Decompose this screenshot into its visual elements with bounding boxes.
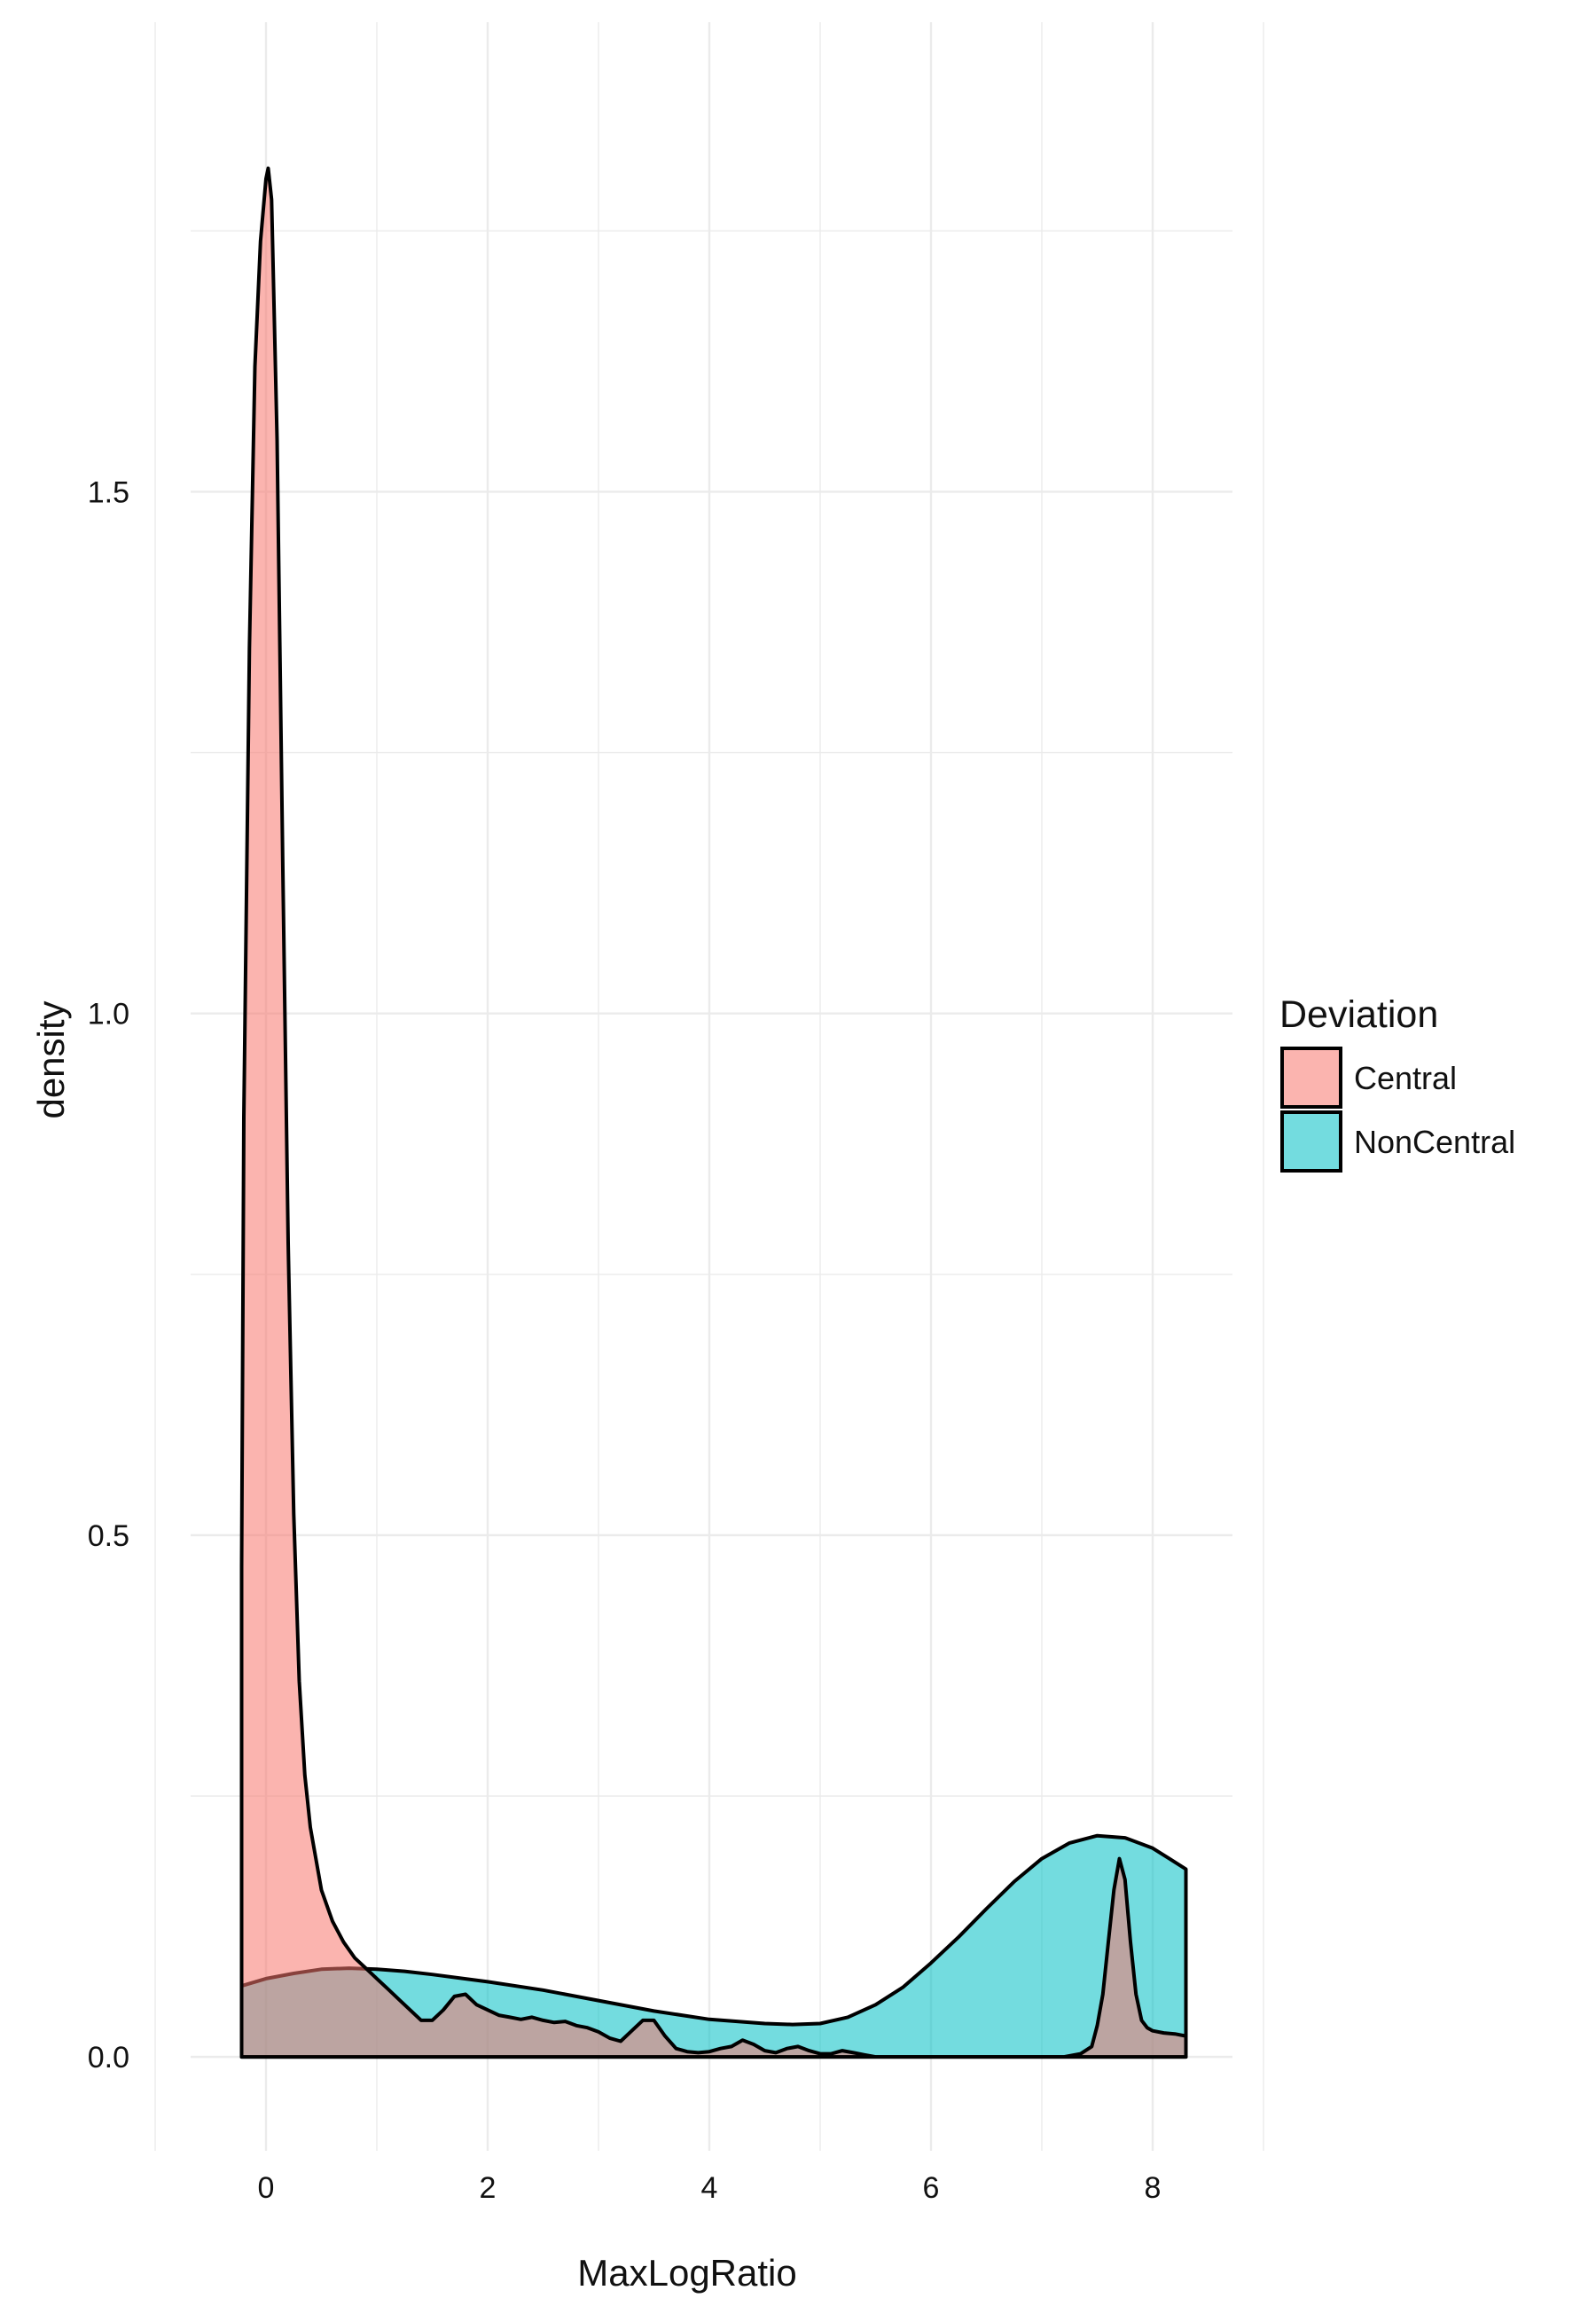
- x-tick-label: 8: [1145, 2171, 1162, 2205]
- grid-layer: [154, 22, 1264, 2151]
- y-tick-label: 1.5: [88, 475, 129, 509]
- legend-key-central: [1280, 1047, 1342, 1109]
- x-tick-label: 4: [701, 2171, 718, 2205]
- legend-label-central: Central: [1354, 1060, 1457, 1096]
- tick-layer: 0 2 4 6 8 0.0 0.5 1.0 1.5: [88, 475, 1162, 2205]
- x-tick-label: 6: [923, 2171, 940, 2205]
- legend: Deviation Central NonCentral: [1279, 993, 1515, 1173]
- y-tick-label: 0.0: [88, 2041, 129, 2075]
- legend-label-noncentral: NonCentral: [1354, 1124, 1515, 1160]
- x-tick-label: 2: [480, 2171, 497, 2205]
- series-layer: [239, 166, 1188, 2059]
- density-area-central: [239, 166, 1188, 2059]
- legend-title: Deviation: [1279, 993, 1438, 1036]
- x-axis-title: MaxLogRatio: [577, 2252, 796, 2294]
- y-tick-label: 1.0: [88, 998, 129, 1031]
- x-tick-label: 0: [258, 2171, 275, 2205]
- legend-key-noncentral: [1280, 1110, 1342, 1173]
- y-tick-label: 0.5: [88, 1519, 129, 1553]
- y-axis-title: density: [30, 1000, 72, 1118]
